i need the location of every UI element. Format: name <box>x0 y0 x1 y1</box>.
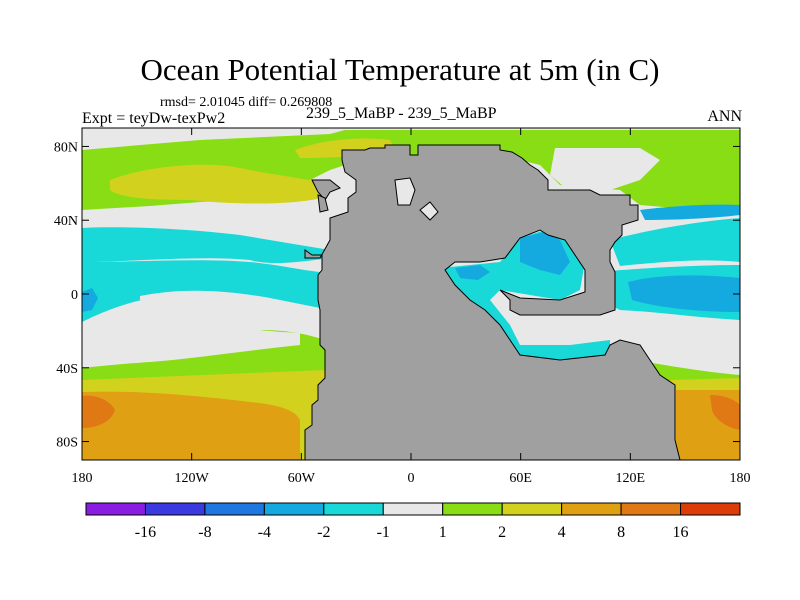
colorbar-swatch <box>263 502 325 516</box>
y-tick-label: 40S <box>56 362 78 377</box>
y-tick-label: 0 <box>71 288 78 303</box>
land-west <box>304 144 681 460</box>
field-band-south-white <box>82 320 300 368</box>
field-band-south-orange <box>82 391 300 460</box>
field-sea-inner-blue <box>520 232 570 275</box>
field-patch-east-blue <box>640 204 740 220</box>
field-patch-northeast-grey <box>550 148 660 192</box>
field-band-east-white <box>600 318 740 380</box>
colorbar-label: 8 <box>617 524 625 541</box>
land-sea-north-1 <box>394 177 416 206</box>
chart-title: Ocean Potential Temperature at 5m (in C) <box>140 52 660 87</box>
field-patch-north-yellow <box>110 164 322 204</box>
colorbar-label: 1 <box>439 524 447 541</box>
land-small-island <box>317 194 329 213</box>
season-label: ANN <box>707 108 742 125</box>
colorbar-swatch <box>382 502 444 516</box>
field-patch-east-blue-2 <box>628 275 740 312</box>
stats-label: rmsd= 2.01045 diff= 0.269808 <box>160 95 333 110</box>
y-tick-label: 40N <box>54 214 78 229</box>
colorbar-swatch <box>144 502 206 516</box>
colorbar-label: -4 <box>258 524 271 541</box>
land-sea-north-2 <box>419 201 439 221</box>
colorbar-label: -8 <box>198 524 211 541</box>
x-tick-label: 0 <box>408 471 415 486</box>
x-tick-label: 60E <box>509 471 532 486</box>
colorbar-swatch <box>85 502 146 516</box>
colorbar-swatch <box>561 502 622 516</box>
colorbar-swatch <box>501 502 563 516</box>
x-tick-label: 120E <box>616 471 646 486</box>
axis-ticks: 180 120W 60W 0 60E 120E 180 80N 40N 0 40S 80S <box>54 128 751 486</box>
comparison-label: 239_5_MaBP - 239_5_MaBP <box>306 105 497 122</box>
colorbar-swatch <box>620 502 682 516</box>
x-tick-label: 180 <box>72 471 93 486</box>
field-band-east-cyan <box>610 218 740 266</box>
colorbar-swatch <box>323 502 384 516</box>
colorbar-swatch <box>680 502 741 516</box>
y-tick-label: 80S <box>56 436 78 451</box>
x-tick-label: 180 <box>730 471 751 486</box>
land-peninsula-west <box>311 179 341 201</box>
x-tick-label: 60W <box>288 471 316 486</box>
colorbar-label: -2 <box>317 524 330 541</box>
colorbar-label: -16 <box>135 524 156 541</box>
field-sea-inner-blue-2 <box>455 265 490 280</box>
colorbar-label: -1 <box>377 524 390 541</box>
map-field <box>82 128 740 460</box>
colorbar-swatch <box>442 502 503 516</box>
field-patch-south-darkorange <box>82 395 115 428</box>
colorbar-label: 2 <box>498 524 506 541</box>
field-band-tropical-white <box>140 290 320 325</box>
colorbar-label: 16 <box>673 524 689 541</box>
colorbar-label: 4 <box>558 524 566 541</box>
colorbar-swatch <box>204 502 265 516</box>
experiment-label: Expt = teyDw-texPw2 <box>82 110 226 127</box>
field-band-cyan-north <box>82 227 330 264</box>
field-patch-southeast-darkorange <box>710 395 740 430</box>
x-tick-label: 120W <box>175 471 210 486</box>
y-tick-label: 80N <box>54 140 78 155</box>
colorbar: -16 -8 -4 -2 -1 1 2 4 8 16 <box>85 502 741 541</box>
